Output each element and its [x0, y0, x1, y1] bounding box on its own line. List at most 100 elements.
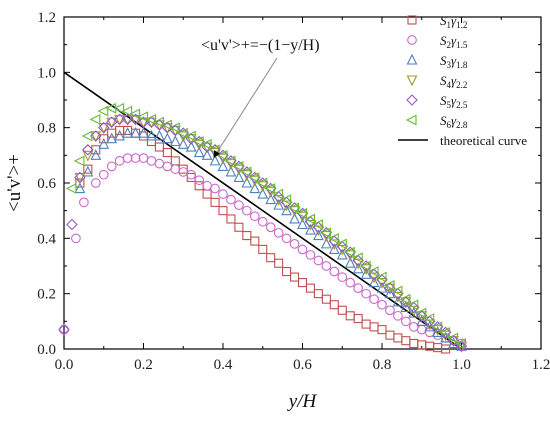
data-point	[305, 223, 316, 235]
data-point	[274, 258, 284, 268]
data-point	[345, 311, 355, 321]
data-point	[257, 216, 268, 227]
data-point	[178, 167, 189, 177]
data-point	[137, 111, 149, 122]
data-point	[313, 255, 324, 266]
data-point	[83, 164, 93, 174]
legend-label: S5γ2.5	[440, 93, 468, 110]
data-point	[161, 119, 172, 131]
legend-label: S2γ1.5	[440, 33, 468, 50]
data-point	[121, 113, 134, 126]
data-point	[433, 343, 443, 353]
data-point	[272, 188, 284, 200]
data-point	[106, 117, 118, 129]
data-point	[432, 326, 444, 337]
data-point	[209, 154, 221, 166]
data-point	[441, 344, 451, 354]
data-point	[82, 144, 94, 156]
legend-label: S6γ2.8	[440, 113, 468, 130]
legend-marker	[406, 94, 418, 106]
data-point	[297, 278, 308, 288]
data-point	[321, 261, 332, 271]
data-point	[328, 232, 339, 244]
data-point	[415, 307, 427, 319]
data-point	[74, 182, 86, 194]
data-point	[162, 161, 173, 172]
data-point	[321, 294, 331, 304]
data-point	[351, 252, 363, 264]
data-point	[225, 155, 237, 167]
data-point	[344, 246, 356, 258]
data-point	[145, 113, 156, 125]
data-point	[91, 145, 101, 155]
data-point	[369, 294, 379, 305]
y-tick-label: 0.2	[37, 287, 56, 303]
data-point	[146, 129, 157, 141]
data-point	[210, 183, 220, 194]
legend-marker	[407, 35, 417, 45]
series-5	[58, 113, 468, 353]
legend-marker	[406, 53, 418, 65]
annotation-text: <u'v'>+=−(1−y/H)	[201, 37, 320, 54]
data-point	[361, 288, 371, 299]
data-point	[345, 277, 356, 288]
data-point	[304, 213, 316, 225]
data-point	[217, 160, 229, 171]
y-tick-label: 0.6	[37, 176, 56, 192]
data-point	[201, 149, 213, 160]
data-point	[385, 305, 395, 316]
data-point	[122, 153, 133, 163]
data-point	[194, 175, 204, 186]
data-point	[337, 305, 347, 315]
data-point	[154, 129, 165, 141]
data-point	[409, 338, 419, 349]
data-point	[79, 197, 89, 208]
data-point	[439, 327, 451, 338]
data-point	[431, 321, 444, 333]
data-point	[305, 250, 316, 260]
data-point	[353, 314, 363, 324]
data-point	[232, 161, 244, 172]
data-point	[202, 180, 212, 191]
data-point	[138, 126, 149, 138]
data-point	[399, 293, 411, 305]
data-point	[106, 132, 118, 144]
legend: S1γ1.2 S2γ1.5 S3γ1.8 S4γ2.2 S5γ2.5 S6γ2.8 theo…	[398, 13, 527, 148]
data-point	[377, 299, 387, 310]
data-point	[369, 322, 379, 332]
data-point	[74, 171, 86, 184]
annotation-arrow	[213, 57, 278, 158]
data-point	[114, 114, 126, 126]
data-point	[218, 206, 228, 216]
data-point	[241, 176, 253, 188]
data-point	[234, 200, 244, 210]
data-point	[416, 324, 427, 335]
data-point	[360, 268, 372, 279]
data-point	[218, 189, 228, 199]
data-point	[233, 171, 245, 183]
series-2	[59, 153, 467, 349]
data-point	[360, 260, 372, 272]
legend-marker	[406, 75, 418, 87]
data-point	[313, 289, 323, 299]
data-point	[393, 310, 403, 321]
data-point	[266, 253, 276, 263]
legend-marker	[405, 114, 417, 126]
legend-label-theoretical: theoretical curve	[440, 133, 527, 148]
legend-label: S4γ2.2	[440, 73, 467, 90]
data-point	[265, 193, 277, 205]
x-axis-title: y/H	[287, 391, 318, 412]
data-point	[265, 222, 276, 233]
data-point	[416, 315, 428, 326]
x-tick-label: 1.0	[452, 357, 471, 373]
data-point	[407, 299, 419, 311]
data-point	[177, 138, 189, 149]
data-point	[312, 219, 323, 230]
data-point	[289, 272, 300, 282]
data-point	[65, 183, 77, 194]
data-point	[122, 114, 133, 126]
data-point	[249, 211, 260, 222]
data-point	[161, 132, 173, 144]
data-point	[99, 134, 109, 144]
